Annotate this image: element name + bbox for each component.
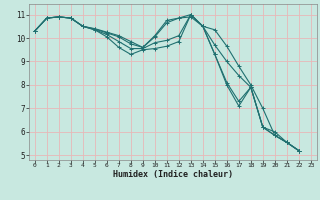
X-axis label: Humidex (Indice chaleur): Humidex (Indice chaleur) <box>113 170 233 179</box>
